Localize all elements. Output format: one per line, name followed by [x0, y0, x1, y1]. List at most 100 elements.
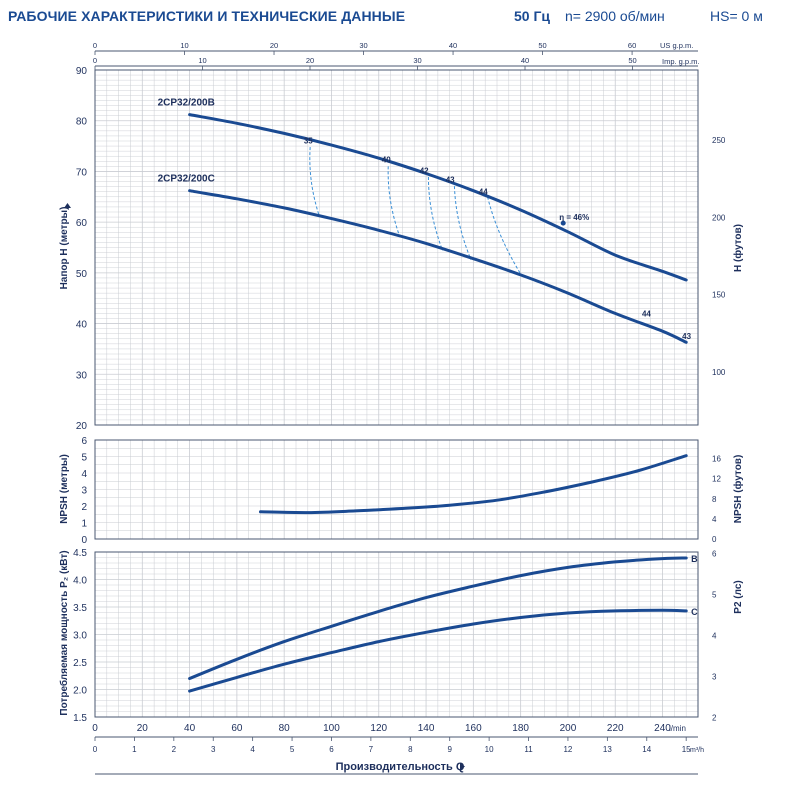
power-hp-tick-label: 5	[712, 590, 717, 599]
imp-gpm-tick-label: 20	[306, 56, 314, 65]
head-plot-frame	[94, 69, 699, 426]
m3h-tick-label: 9	[447, 745, 452, 754]
power-curve-C	[188, 608, 688, 693]
lmin-tick-label: 120	[370, 723, 387, 734]
power-y-tick-label: 2.5	[73, 658, 87, 669]
npsh-y-tick-label: 5	[81, 453, 87, 464]
efficiency-label: 42	[420, 166, 429, 175]
head-ft-tick-label: 200	[712, 213, 726, 222]
efficiency-label: 40	[382, 155, 391, 164]
power-hp-tick-label: 4	[712, 631, 717, 640]
us-gpm-tick-label: 10	[180, 41, 188, 50]
m3h-tick-label: 7	[369, 745, 374, 754]
tick-layer: 203040506070809001234561.52.02.53.03.54.…	[73, 41, 726, 754]
npsh-y-right-label: NPSH (футов)	[732, 455, 744, 524]
m3h-tick-label: 6	[329, 745, 334, 754]
m3h-tick-label: 11	[524, 745, 533, 754]
npsh-curve	[259, 454, 688, 515]
head-ft-tick-label: 250	[712, 136, 726, 145]
head-ft-tick-label: 150	[712, 291, 726, 300]
lmin-tick-label: 220	[607, 723, 624, 734]
power-curve-B	[188, 556, 688, 680]
npsh-y-tick-label: 2	[81, 502, 87, 513]
npsh-y-tick-label: 4	[81, 469, 87, 480]
npsh-y-tick-label: 0	[81, 535, 87, 546]
efficiency-label: 44	[479, 187, 488, 196]
m3h-tick-label: 10	[485, 745, 494, 754]
efficiency-label: 35	[304, 137, 313, 146]
series-label: 2CP32/200C	[158, 174, 215, 185]
efficiency-iso-line	[427, 177, 444, 251]
frequency-label: 50 Гц	[514, 8, 551, 24]
imp-gpm-tick-label: 0	[93, 56, 97, 65]
power-series-label: C	[691, 607, 698, 617]
imp-gpm-tick-label: 40	[521, 56, 529, 65]
power-series-label: B	[691, 554, 698, 564]
us-gpm-tick-label: 0	[93, 41, 97, 50]
m3h-tick-label: 0	[93, 745, 98, 754]
lmin-tick-label: 140	[418, 723, 435, 734]
npsh-plot-frame	[94, 439, 699, 540]
npsh-y-tick-label: 6	[81, 436, 87, 447]
power-y-tick-label: 3.0	[73, 631, 87, 642]
page-title: РАБОЧИЕ ХАРАКТЕРИСТИКИ И ТЕХНИЧЕСКИЕ ДАН…	[8, 8, 406, 24]
power-y-tick-label: 4.5	[73, 548, 87, 559]
lmin-tick-label: 60	[231, 723, 243, 734]
efficiency-label: 43	[682, 332, 691, 341]
power-y-label: Потребляемая мощность P₂ (кВт)	[58, 550, 70, 715]
imp-gpm-tick-label: 50	[628, 56, 636, 65]
npsh-y-tick-label: 1	[81, 519, 87, 530]
efficiency-iso-line	[309, 147, 321, 218]
power-y-right-label: P2 (лс)	[733, 580, 744, 613]
efficiency-label: η = 46%	[559, 213, 589, 222]
lmin-tick-label: 180	[512, 723, 529, 734]
curve-layer	[188, 113, 688, 693]
power-hp-tick-label: 2	[712, 713, 717, 722]
m3h-tick-label: 5	[290, 745, 295, 754]
power-hp-tick-label: 6	[712, 549, 717, 558]
head-y-arrow-icon	[64, 203, 71, 208]
head-y-tick-label: 70	[76, 167, 88, 178]
us-gpm-tick-label: 30	[359, 41, 367, 50]
imp-gpm-tick-label: 10	[198, 56, 206, 65]
head-y-tick-label: 60	[76, 218, 88, 229]
npsh-ft-tick-label: 8	[712, 495, 717, 504]
power-y-tick-label: 1.5	[73, 713, 87, 724]
grid-layer	[95, 70, 698, 717]
m3h-tick-label: 1	[132, 745, 137, 754]
us-gpm-tick-label: 50	[538, 41, 546, 50]
imp-gpm-tick-label: 30	[413, 56, 421, 65]
lmin-unit: l/min	[669, 724, 686, 733]
m3h-tick-label: 12	[563, 745, 572, 754]
npsh-ft-tick-label: 0	[712, 535, 717, 544]
npsh-ft-tick-label: 4	[712, 515, 717, 524]
m3h-tick-label: 14	[642, 745, 651, 754]
frame-layer	[94, 50, 699, 775]
npsh-y-label: NPSH (метры)	[59, 454, 70, 524]
power-y-tick-label: 3.5	[73, 603, 87, 614]
head-curve-2CP32/200B	[188, 113, 688, 282]
speed-label: n= 2900 об/мин	[565, 8, 665, 24]
npsh-y-tick-label: 3	[81, 486, 87, 497]
efficiency-iso-line	[453, 186, 472, 260]
npsh-ft-tick-label: 12	[712, 475, 721, 484]
head-ft-tick-label: 100	[712, 368, 726, 377]
head-y-label: Напор H (метры)	[59, 207, 70, 290]
lmin-tick-label: 200	[560, 723, 577, 734]
m3h-tick-label: 15	[682, 745, 691, 754]
head-y-tick-label: 80	[76, 117, 88, 128]
header: РАБОЧИЕ ХАРАКТЕРИСТИКИ И ТЕХНИЧЕСКИЕ ДАН…	[0, 0, 800, 30]
head-y-tick-label: 90	[76, 66, 88, 77]
head-y-tick-label: 50	[76, 269, 88, 280]
label-layer: 2CP32/200B 2CP32/200C B C 35 40 42 43 44 η = 46% 4…	[158, 98, 699, 617]
m3h-tick-label: 13	[603, 745, 612, 754]
lmin-tick-label: 80	[279, 723, 291, 734]
power-y-tick-label: 2.0	[73, 686, 87, 697]
head-y-right-label: H (футов)	[732, 224, 744, 272]
best-efficiency-point	[560, 220, 566, 226]
power-hp-tick-label: 3	[712, 672, 717, 681]
lmin-tick-label: 0	[92, 723, 98, 734]
us-gpm-tick-label: 20	[270, 41, 278, 50]
efficiency-label: 43	[446, 176, 455, 185]
